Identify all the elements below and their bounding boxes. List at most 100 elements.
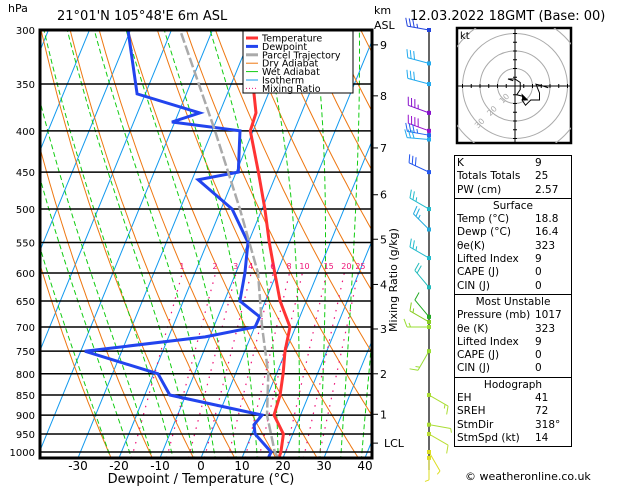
section-title: Surface: [492, 199, 533, 212]
hpa-label: hPa: [8, 2, 28, 15]
index-value: 323: [535, 322, 556, 335]
pressure-tick-label: 400: [16, 127, 35, 138]
hodograph-trace: [507, 78, 549, 107]
index-label: CIN (J): [457, 362, 490, 375]
pressure-tick-label: 800: [16, 370, 35, 381]
wind-barb: [406, 69, 431, 87]
index-label: Dewp (°C): [457, 226, 511, 239]
mixing-ratio-line: [318, 272, 359, 458]
legend-label: Parcel Trajectory: [262, 50, 341, 61]
index-row: CAPE (J) 0: [457, 266, 569, 279]
index-label: Lifted Index: [457, 335, 519, 348]
indices-most-unstable: Most Unstable Pressure (mb) 1017 θe (K) 323 L…: [454, 293, 572, 377]
index-value: 2.57: [535, 183, 559, 196]
wet-adiabat-line: [93, 30, 216, 458]
wind-barb: [405, 17, 431, 32]
pressure-tick-label: 900: [16, 411, 35, 422]
index-row: StmSpd (kt) 14: [457, 432, 569, 445]
isotherm-line: [200, 39, 372, 458]
index-row: Dewp (°C) 16.4: [457, 226, 569, 239]
index-row: StmDir 318°: [457, 419, 569, 432]
temp-tick-label: -20: [109, 459, 129, 473]
pressure-tick-label: 700: [16, 323, 35, 334]
dry-adiabat-line: [40, 146, 153, 458]
dry-adiabat-line: [302, 30, 372, 172]
index-row: θe (K) 323: [457, 323, 569, 336]
index-label: Totals Totals: [457, 170, 521, 183]
legend-label: Isotherm: [262, 76, 304, 87]
pressure-tick-label: 450: [16, 168, 35, 179]
index-label: EH: [457, 392, 472, 405]
index-value: 41: [535, 392, 549, 405]
temp-tick-label: 20: [275, 459, 290, 473]
legend-label: Dry Adiabat: [262, 59, 319, 70]
mixing-ratio-label: 6: [270, 262, 275, 271]
isotherm-line: [40, 30, 173, 352]
pressure-tick-label: 850: [16, 391, 35, 402]
wet-adiabat-line: [340, 30, 360, 458]
parcel-trajectory-line: [178, 30, 280, 458]
wind-barb: [407, 114, 431, 133]
km-tick-label: 8: [380, 90, 387, 103]
wind-barb: [427, 450, 441, 475]
pressure-tick-label: 500: [16, 205, 35, 216]
wind-barb: [409, 349, 431, 371]
km-tick-label: 7: [380, 142, 387, 155]
wind-barb: [424, 455, 431, 482]
index-value: 18.8: [535, 213, 559, 226]
km-tick-label: LCL: [384, 437, 405, 450]
index-label: Pressure (mb): [457, 309, 531, 322]
isotherm-line: [40, 30, 214, 452]
pressure-tick-label: 600: [16, 269, 35, 280]
mixing-ratio-label: 8: [286, 262, 291, 271]
index-value: 16.4: [535, 226, 559, 239]
index-value: 14: [535, 431, 549, 444]
mixing-ratio-axis-title: Mixing Ratio (g/kg): [387, 228, 400, 332]
index-label: θe (K): [457, 322, 489, 335]
dry-adiabat-line: [589, 24, 629, 458]
temp-tick-label: -30: [68, 459, 88, 473]
index-row: EH 41: [457, 392, 569, 405]
dry-adiabat-line: [243, 30, 372, 293]
km-tick-label: 3: [380, 323, 387, 336]
index-row: Temp (°C) 18.8: [457, 213, 569, 226]
index-value: 9: [535, 335, 542, 348]
index-label: CIN (J): [457, 279, 490, 292]
mixing-ratio-line: [284, 272, 328, 458]
legend-label: Wet Adiabat: [262, 67, 320, 78]
index-label: SREH: [457, 405, 486, 418]
pressure-tick-label: 550: [16, 238, 35, 249]
index-row: Totals Totals 25: [457, 170, 569, 183]
pressure-tick-label: 650: [16, 297, 35, 308]
wind-barb: [406, 49, 431, 66]
plot-frame: [38, 28, 374, 460]
index-label: Temp (°C): [457, 213, 510, 226]
mixing-ratio-line: [227, 272, 274, 458]
wind-barb: [427, 422, 452, 433]
asl-label: ASL: [374, 19, 396, 32]
km-tick-label: 5: [380, 233, 387, 246]
index-value: 9: [535, 157, 542, 169]
index-label: PW (cm): [457, 183, 502, 196]
wet-adiabat-line: [40, 99, 153, 458]
dry-adiabat-line: [69, 30, 236, 458]
index-row: CIN (J) 0: [457, 280, 569, 293]
index-row: Lifted Index 9: [457, 253, 569, 266]
mixing-ratio-label: 25: [355, 262, 365, 271]
temperature-line: [245, 30, 292, 458]
index-value: 0: [535, 362, 542, 375]
pressure-tick-label: 950: [16, 430, 35, 441]
mixing-ratio-label: 10: [299, 262, 309, 271]
index-value: 0: [535, 349, 542, 362]
footer-credit: © weatheronline.co.uk: [465, 470, 591, 483]
isotherm-line: [323, 339, 372, 458]
km-tick-label: 2: [380, 368, 387, 381]
mixing-ratio-label: 4: [248, 262, 253, 271]
legend-label: Temperature: [261, 34, 322, 45]
dry-adiabat-line: [40, 262, 112, 458]
mixing-ratio-line: [303, 272, 345, 458]
temp-tick-label: 10: [234, 459, 249, 473]
wind-barb: [409, 189, 431, 212]
